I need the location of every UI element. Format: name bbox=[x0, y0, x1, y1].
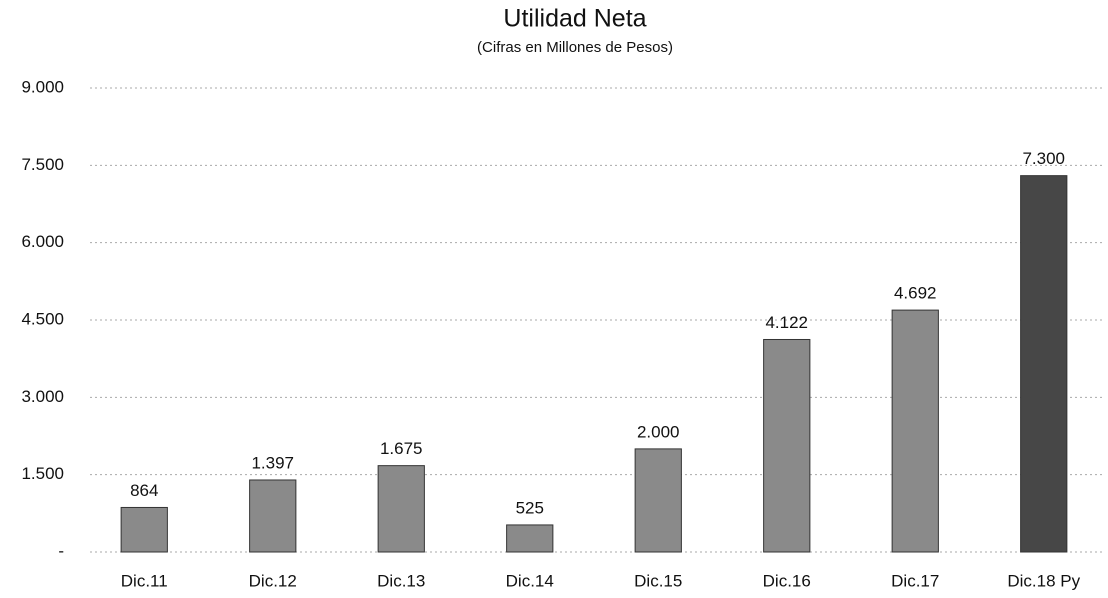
x-tick-label: Dic.11 bbox=[121, 571, 168, 590]
x-tick-label: Dic.13 bbox=[377, 571, 425, 590]
bar bbox=[120, 506, 168, 553]
bar bbox=[891, 309, 939, 553]
x-tick-label: Dic.12 bbox=[249, 571, 297, 590]
bar bbox=[249, 479, 297, 553]
data-label: 4.122 bbox=[765, 313, 808, 332]
bar bbox=[377, 465, 425, 553]
bar bbox=[506, 524, 554, 553]
bar bbox=[1020, 175, 1068, 553]
data-label: 525 bbox=[516, 498, 544, 517]
chart-title: Utilidad Neta bbox=[503, 5, 646, 33]
x-tick-label: Dic.17 bbox=[891, 571, 939, 590]
data-label: 864 bbox=[130, 481, 158, 500]
y-tick-label: 9.000 bbox=[21, 77, 64, 96]
bar bbox=[763, 338, 811, 553]
y-tick-label: 1.500 bbox=[21, 464, 64, 483]
y-tick-label: 3.000 bbox=[21, 387, 64, 406]
y-tick-label: 4.500 bbox=[21, 309, 64, 328]
y-tick-label: - bbox=[58, 541, 64, 560]
data-label: 7.300 bbox=[1022, 149, 1065, 168]
chart-subtitle: (Cifras en Millones de Pesos) bbox=[477, 39, 673, 56]
y-tick-label: 6.000 bbox=[21, 232, 64, 251]
bar bbox=[634, 448, 682, 553]
x-tick-label: Dic.14 bbox=[506, 571, 554, 590]
data-label: 2.000 bbox=[637, 422, 680, 441]
x-tick-label: Dic.15 bbox=[634, 571, 682, 590]
x-tick-label: Dic.16 bbox=[763, 571, 811, 590]
x-tick-label: Dic.18 Py bbox=[1007, 571, 1080, 590]
y-tick-label: 7.500 bbox=[21, 155, 64, 174]
data-label: 1.675 bbox=[380, 439, 423, 458]
data-label: 1.397 bbox=[251, 453, 294, 472]
data-label: 4.692 bbox=[894, 284, 937, 303]
